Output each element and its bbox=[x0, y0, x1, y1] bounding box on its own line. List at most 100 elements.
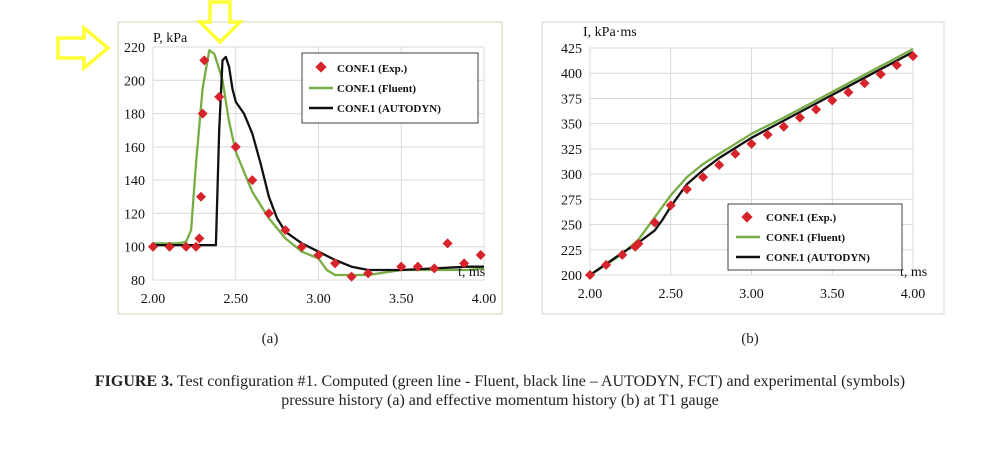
chart-b-series bbox=[585, 47, 918, 280]
exp-point bbox=[681, 184, 692, 195]
exp-point bbox=[214, 91, 225, 102]
y-tick-label: 200 bbox=[561, 269, 582, 284]
chart-b-xlabel: t, ms bbox=[900, 265, 927, 280]
exp-point bbox=[191, 241, 202, 252]
x-tick-label: 4.00 bbox=[901, 287, 926, 302]
x-tick-label: 3.50 bbox=[389, 292, 414, 307]
exp-point bbox=[396, 261, 407, 272]
y-tick-label: 225 bbox=[561, 244, 582, 259]
exp-point bbox=[296, 241, 307, 252]
chart-b-legend-autodyn: CONF.1 (AUTODYN) bbox=[766, 252, 870, 264]
exp-point bbox=[313, 250, 324, 261]
exp-point bbox=[746, 138, 757, 149]
exp-point bbox=[891, 60, 902, 71]
panel-a-label: (a) bbox=[262, 331, 279, 347]
exp-point bbox=[633, 238, 644, 249]
x-tick-label: 2.00 bbox=[141, 292, 166, 307]
chart-a: 80 100 120 140 160 180 200 220 2.00 2.50 3.00 3.50… bbox=[117, 21, 503, 315]
x-tick-label: 2.50 bbox=[224, 292, 249, 307]
series-line-autodyn bbox=[153, 55, 484, 272]
exp-point bbox=[199, 55, 210, 66]
y-tick-label: 400 bbox=[561, 67, 582, 82]
x-tick-label: 3.00 bbox=[306, 292, 331, 307]
exp-point bbox=[247, 175, 258, 186]
exp-point bbox=[181, 241, 192, 252]
y-tick-label: 220 bbox=[124, 41, 145, 56]
chart-a-legend-exp: CONF.1 (Exp.) bbox=[337, 63, 408, 75]
exp-point bbox=[197, 108, 208, 119]
exp-point bbox=[263, 208, 274, 219]
exp-point bbox=[730, 148, 741, 159]
chart-b-legend-exp: CONF.1 (Exp.) bbox=[766, 212, 837, 224]
x-tick-label: 2.50 bbox=[659, 287, 684, 302]
chart-a-xticks: 2.00 2.50 3.00 3.50 4.00 bbox=[141, 292, 497, 307]
exp-point bbox=[585, 270, 595, 280]
exp-point bbox=[195, 191, 206, 202]
exp-point bbox=[649, 217, 660, 228]
chart-a-series bbox=[148, 49, 486, 282]
y-tick-label: 375 bbox=[561, 92, 582, 107]
y-tick-label: 120 bbox=[124, 207, 145, 222]
exp-point bbox=[442, 238, 453, 249]
chart-a-legend-autodyn: CONF.1 (AUTODYN) bbox=[337, 103, 441, 115]
arrow-right-icon bbox=[56, 24, 111, 72]
exp-point bbox=[875, 69, 886, 80]
chart-b-yticks: 200 225 250 275 300 325 350 375 400 425 bbox=[561, 42, 582, 284]
exp-point bbox=[843, 87, 854, 98]
x-tick-label: 3.50 bbox=[820, 287, 845, 302]
exp-point bbox=[908, 51, 918, 62]
exp-point bbox=[330, 258, 341, 269]
exp-point bbox=[459, 258, 470, 269]
y-tick-label: 80 bbox=[131, 274, 145, 289]
exp-point bbox=[859, 78, 870, 89]
chart-a-legend-fluent: CONF.1 (Fluent) bbox=[337, 83, 416, 95]
chart-a-yticks: 80 100 120 140 160 180 200 220 bbox=[124, 41, 145, 289]
figure: 80 100 120 140 160 180 200 220 2.00 2.50 3.00 3.50… bbox=[56, 0, 945, 347]
y-tick-label: 250 bbox=[561, 219, 582, 234]
exp-point bbox=[617, 249, 628, 260]
arrow-down-icon bbox=[195, 0, 245, 45]
y-tick-label: 160 bbox=[124, 141, 145, 156]
exp-point bbox=[194, 233, 205, 244]
y-tick-label: 100 bbox=[124, 241, 145, 256]
chart-b-legend-exp-marker bbox=[741, 211, 753, 223]
y-tick-label: 140 bbox=[124, 174, 145, 189]
exp-point bbox=[778, 121, 789, 132]
exp-point bbox=[475, 250, 486, 261]
panel-b-label: (b) bbox=[741, 331, 759, 347]
exp-point bbox=[412, 261, 423, 272]
chart-b-ylabel: I, kPa·ms bbox=[583, 25, 637, 40]
chart-b-legend: CONF.1 (Exp.) CONF.1 (Fluent) CONF.1 (AU… bbox=[727, 203, 903, 271]
x-tick-label: 2.00 bbox=[578, 287, 603, 302]
exp-point bbox=[698, 172, 709, 183]
exp-point bbox=[762, 129, 773, 140]
exp-point bbox=[794, 112, 805, 123]
x-tick-label: 3.00 bbox=[739, 287, 764, 302]
y-tick-label: 200 bbox=[124, 74, 145, 89]
chart-a-xlabel: t, ms bbox=[458, 265, 485, 280]
y-tick-label: 275 bbox=[561, 193, 582, 208]
chart-a-ylabel: P, kPa bbox=[153, 31, 188, 46]
chart-b: 200 225 250 275 300 325 350 375 400 425 2.00 2.50 3… bbox=[541, 21, 945, 315]
chart-b-legend-fluent: CONF.1 (Fluent) bbox=[766, 232, 845, 244]
y-tick-label: 300 bbox=[561, 168, 582, 183]
chart-b-legend-box bbox=[727, 203, 903, 271]
figure-caption: FIGURE 3. Test configuration #1. Compute… bbox=[0, 372, 1000, 410]
y-tick-label: 350 bbox=[561, 118, 582, 133]
exp-point bbox=[827, 95, 838, 106]
x-tick-label: 4.00 bbox=[472, 292, 497, 307]
exp-point bbox=[346, 271, 357, 282]
chart-b-xticks: 2.00 2.50 3.00 3.50 4.00 bbox=[578, 287, 926, 302]
exp-point bbox=[811, 104, 822, 115]
y-tick-label: 325 bbox=[561, 143, 582, 158]
exp-point bbox=[280, 225, 291, 236]
exp-point bbox=[429, 263, 440, 274]
exp-point bbox=[148, 241, 158, 252]
caption-line-1: FIGURE 3. Test configuration #1. Compute… bbox=[0, 372, 1000, 391]
caption-label: FIGURE 3. bbox=[94, 373, 174, 390]
chart-a-legend: CONF.1 (Exp.) CONF.1 (Fluent) CONF.1 (AU… bbox=[301, 52, 479, 124]
exp-point bbox=[665, 200, 676, 211]
caption-line-2: pressure history (a) and effective momen… bbox=[281, 392, 719, 409]
y-tick-label: 180 bbox=[124, 108, 145, 123]
exp-point bbox=[601, 259, 612, 270]
